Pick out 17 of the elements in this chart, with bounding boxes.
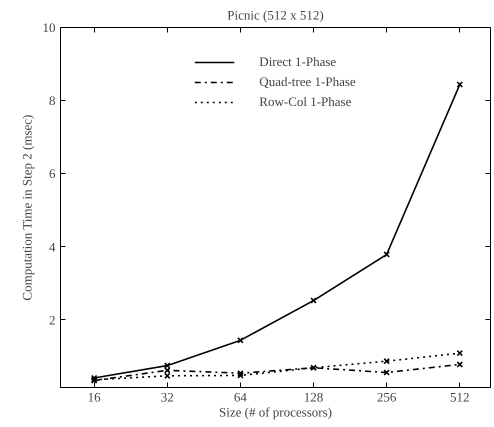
y-tick-label: 10 xyxy=(42,20,56,35)
x-tick-label: 512 xyxy=(450,390,470,404)
legend-label: Direct 1-Phase xyxy=(259,54,336,70)
y-tick-label: 4 xyxy=(49,239,56,254)
chart-title: Picnic (512 x 512) xyxy=(227,8,324,22)
y-tick-label: 6 xyxy=(49,166,56,182)
x-tick-label: 32 xyxy=(160,390,174,404)
legend-label: Quad-tree 1-Phase xyxy=(259,74,356,90)
y-axis-title: Computation Time in Step 2 (msec) xyxy=(20,114,34,301)
x-tick-label: 256 xyxy=(376,390,397,404)
x-tick-label: 64 xyxy=(234,390,248,404)
x-axis-title: Size (# of processors) xyxy=(219,404,332,420)
x-tick-label: 128 xyxy=(304,390,324,404)
x-tick-label: 16 xyxy=(88,390,102,404)
legend-label: Row-Col 1-Phase xyxy=(259,94,352,110)
y-tick-label: 2 xyxy=(49,312,56,328)
y-tick-label: 8 xyxy=(49,93,56,108)
